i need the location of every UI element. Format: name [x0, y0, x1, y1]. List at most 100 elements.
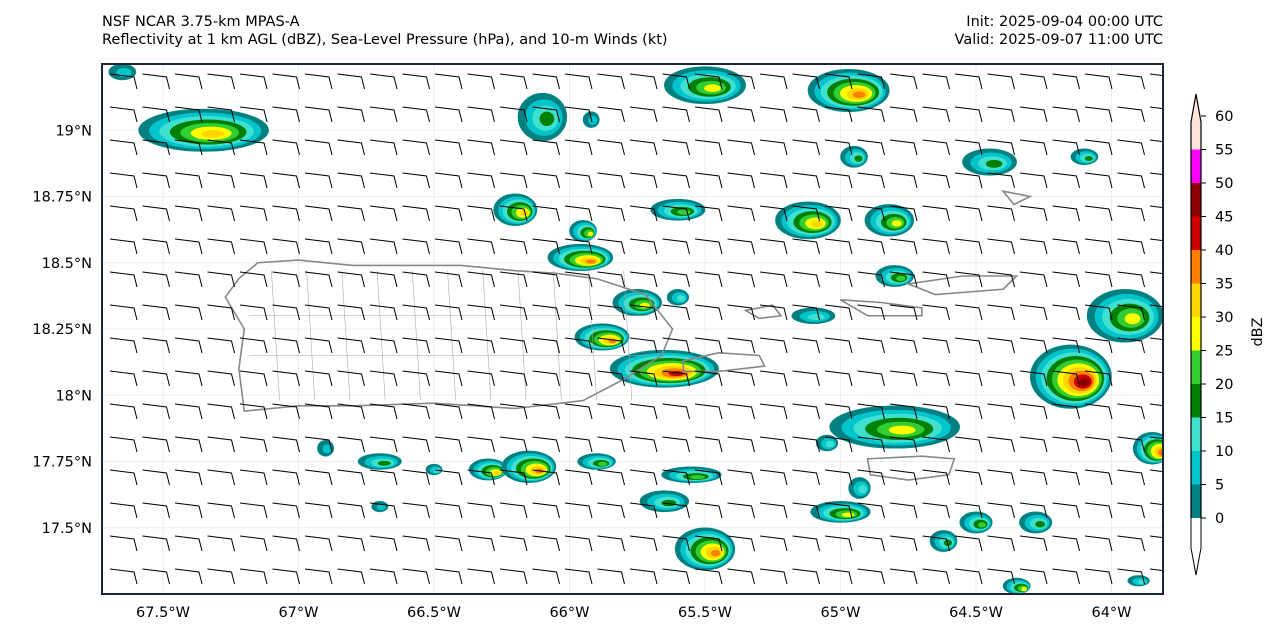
- wind-barb: [532, 535, 560, 552]
- wind-barb: [889, 436, 918, 453]
- wind-barb: [1149, 238, 1163, 242]
- wind-barb: [174, 436, 203, 453]
- wind-barb: [824, 535, 853, 552]
- wind-barb: [1117, 436, 1145, 453]
- wind-barb: [1052, 403, 1080, 420]
- wind-barb: [954, 73, 983, 90]
- reflectivity-contour: [841, 512, 855, 518]
- wind-barb: [272, 205, 300, 222]
- lat-tick-label: 18.75°N: [32, 190, 92, 206]
- lat-tick-label: 18.25°N: [32, 322, 92, 338]
- wind-barb: [662, 139, 690, 156]
- wind-barb: [694, 568, 723, 585]
- wind-barb: [239, 337, 268, 354]
- map-frame: [101, 63, 1164, 595]
- reflectivity-cell: [357, 453, 402, 470]
- wind-barb: [1019, 436, 1048, 453]
- wind-barb: [337, 139, 365, 156]
- wind-barb: [1117, 469, 1145, 486]
- wind-barb: [662, 73, 690, 90]
- reflectivity-cell: [1002, 577, 1031, 594]
- wind-barb: [597, 436, 625, 453]
- wind-barb: [109, 337, 138, 354]
- wind-barb: [792, 139, 820, 156]
- st-croix-outline: [866, 455, 956, 481]
- wind-barb: [1052, 304, 1080, 321]
- wind-barb: [142, 106, 170, 123]
- reflectivity-contour: [825, 441, 835, 448]
- wind-barb: [889, 238, 918, 255]
- colorbar-segment: [1191, 350, 1201, 384]
- culebra-outline: [743, 304, 783, 320]
- wind-barb: [142, 172, 170, 189]
- colorbar-segment: [1191, 94, 1201, 150]
- wind-barb: [337, 238, 365, 255]
- wind-barb: [499, 535, 528, 552]
- wind-barb: [239, 139, 268, 156]
- wind-barb: [532, 469, 560, 486]
- colorbar: 0 5 10 15 20 25 30 35 40 45 50 55 60 dBZ: [1190, 93, 1266, 576]
- wind-barb: [207, 139, 235, 156]
- wind-barb: [662, 370, 690, 387]
- reflectivity-cell: [962, 148, 1017, 176]
- lat-tick-label: 18.5°N: [42, 256, 92, 272]
- wind-barb: [759, 568, 788, 585]
- wind-barb: [824, 271, 853, 288]
- wind-barb: [272, 469, 300, 486]
- reflectivity-contour: [588, 115, 598, 125]
- wind-barb: [402, 535, 430, 552]
- wind-barb: [499, 370, 528, 387]
- wind-barb: [337, 568, 365, 585]
- reflectivity-contour: [201, 130, 225, 138]
- wind-barb: [694, 139, 723, 156]
- wind-barb: [434, 73, 463, 90]
- lon-tick-label: 65°W: [820, 605, 860, 621]
- wind-barb: [922, 139, 950, 156]
- wind-barb: [109, 403, 138, 420]
- wind-barb: [434, 502, 463, 519]
- wind-barb: [467, 469, 495, 486]
- colorbar-segment: [1191, 417, 1201, 451]
- reflectivity-cell: [840, 145, 868, 168]
- wind-barb: [207, 238, 235, 255]
- wind-barb: [662, 469, 690, 486]
- wind-barb: [402, 172, 430, 189]
- colorbar-tick-label: 25: [1215, 344, 1233, 360]
- wind-barb: [629, 205, 658, 222]
- lon-tick-label: 67°W: [278, 605, 318, 621]
- reflectivity-cell: [650, 198, 706, 221]
- wind-barb: [889, 106, 918, 123]
- wind-barb: [207, 370, 235, 387]
- wind-barb: [629, 73, 658, 90]
- wind-barb: [272, 172, 300, 189]
- wind-barb: [1117, 172, 1145, 189]
- reflectivity-contour: [597, 461, 608, 466]
- wind-barb: [272, 304, 300, 321]
- reflectivity-cell: [810, 500, 871, 523]
- wind-barb: [434, 403, 463, 420]
- title-line-1: NSF NCAR 3.75-km MPAS-A: [102, 14, 300, 30]
- wind-barb: [824, 469, 853, 486]
- wind-barb: [922, 304, 950, 321]
- wind-barb: [857, 370, 885, 387]
- lon-tick-label: 67.5°W: [136, 605, 190, 621]
- wind-barb: [499, 403, 528, 420]
- wind-barb: [922, 106, 950, 123]
- wind-barb: [824, 238, 853, 255]
- wind-barb: [629, 172, 658, 189]
- wind-barb: [759, 535, 788, 552]
- wind-barb: [272, 139, 300, 156]
- reflectivity-cell: [875, 265, 914, 287]
- colorbar-label: dBZ: [1250, 317, 1266, 346]
- wind-barb: [727, 205, 755, 222]
- wind-barb: [1084, 568, 1113, 585]
- wind-barb: [434, 205, 463, 222]
- wind-barb: [727, 172, 755, 189]
- wind-barb: [759, 172, 788, 189]
- lat-tick-label: 19°N: [55, 123, 92, 139]
- wind-barb: [1117, 205, 1145, 222]
- reflectivity-contour: [704, 84, 721, 93]
- wind-barb: [857, 535, 885, 552]
- wind-barb: [1084, 337, 1113, 354]
- lon-tick-label: 64°W: [1091, 605, 1131, 621]
